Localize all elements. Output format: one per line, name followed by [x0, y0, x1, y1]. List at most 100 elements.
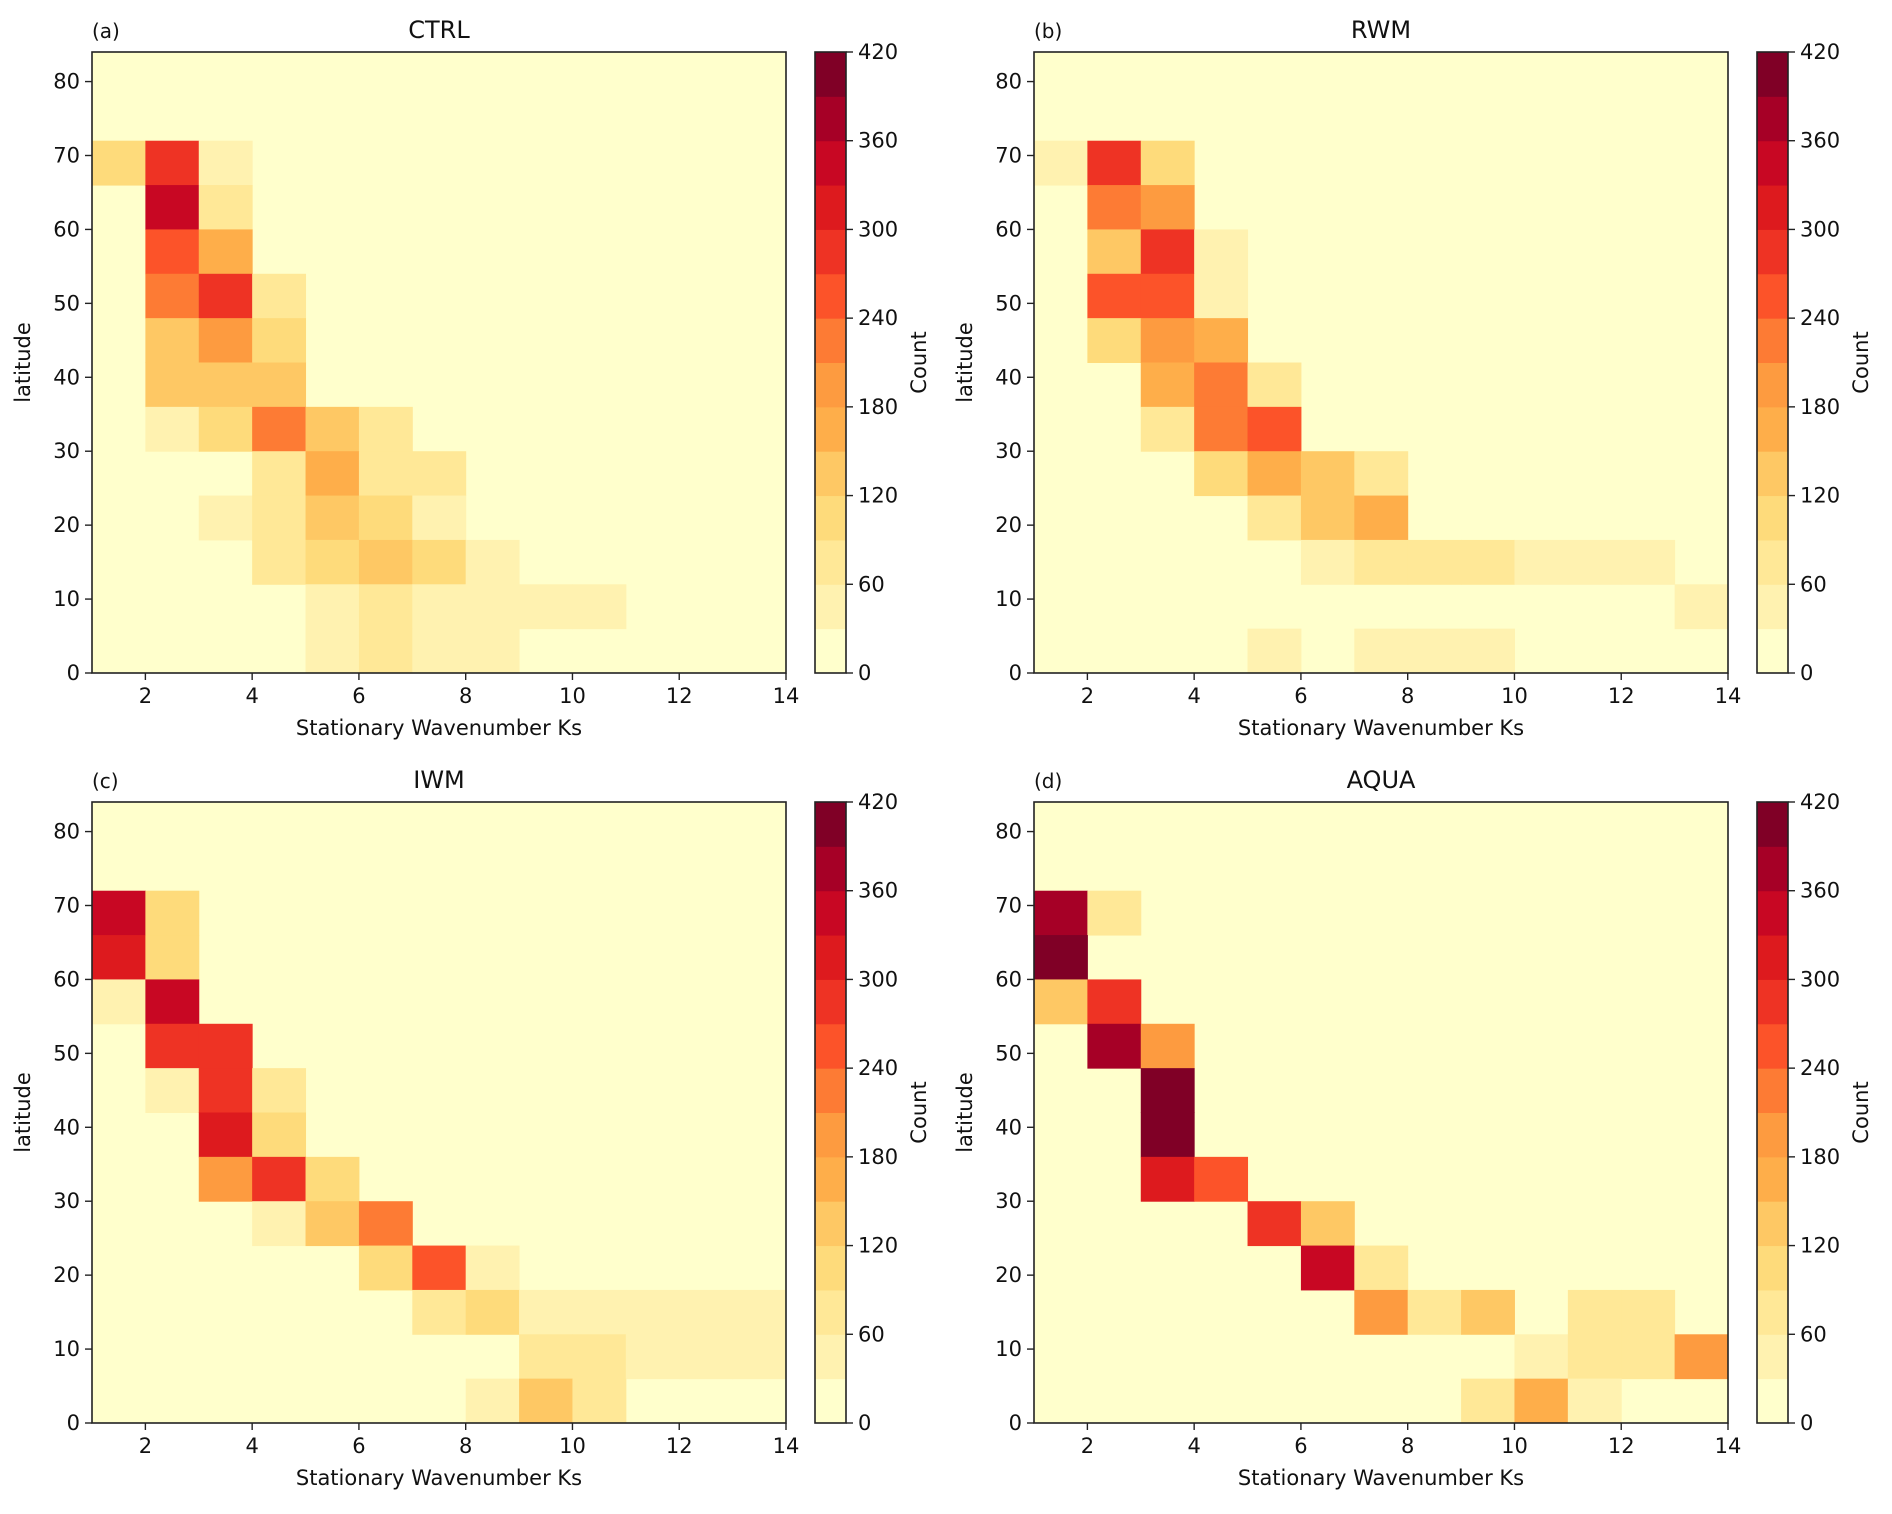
colorbar-tick-label: 300 — [858, 217, 898, 241]
heatmap-cell — [252, 318, 307, 363]
colorbar-segment — [1757, 979, 1788, 1025]
colorbar-segment — [1757, 362, 1788, 408]
heatmap-cell — [1300, 451, 1355, 497]
heatmap-cell — [625, 1289, 680, 1335]
x-tick-label: 10 — [559, 684, 586, 708]
colorbar-tick-label: 180 — [1800, 395, 1840, 419]
colorbar-label: Count — [1849, 1081, 1873, 1143]
y-axis-label: latitude — [11, 1072, 35, 1153]
y-tick-label: 40 — [995, 365, 1022, 389]
heatmap-cell — [1461, 1378, 1515, 1424]
heatmap-cell — [198, 1068, 253, 1113]
colorbar-tick-label: 360 — [1800, 129, 1840, 153]
axes-frame — [91, 51, 787, 674]
heatmap-cell — [1514, 539, 1569, 585]
heatmap-cell — [1354, 539, 1409, 585]
y-tick-label: 60 — [995, 217, 1022, 241]
heatmap-cell — [145, 273, 200, 319]
heatmap-cell — [198, 406, 253, 452]
heatmap-cell — [1300, 495, 1355, 541]
y-tick-label: 50 — [53, 1041, 80, 1065]
panel-iwm: 2 4 6 8 10 12 14 0 10 20 30 40 50 60 70 80 Stationary Wa… — [11, 766, 931, 1490]
colorbar-segment — [815, 846, 846, 892]
colorbar-segment — [1757, 1201, 1788, 1247]
y-tick-label: 80 — [995, 70, 1022, 94]
colorbar-frame — [814, 51, 847, 674]
heatmap-cell — [412, 1245, 467, 1291]
y-tick-label: 40 — [53, 1115, 80, 1139]
colorbar-tick-label: 180 — [858, 1145, 898, 1169]
heatmap-cell — [1674, 584, 1729, 630]
x-tick-label: 2 — [139, 1434, 152, 1458]
y-tick-label: 0 — [1009, 1411, 1022, 1435]
x-tick-label: 2 — [1081, 1434, 1094, 1458]
heatmap-cell — [198, 273, 253, 319]
panel-letter: (d) — [1034, 769, 1062, 793]
heatmap-cell — [198, 318, 253, 363]
heatmap-cell — [1674, 1334, 1729, 1380]
heatmap-cell — [679, 1289, 734, 1335]
heatmap-cell — [1194, 1156, 1249, 1202]
heatmap-cell — [412, 539, 467, 585]
colorbar-segment — [1757, 802, 1788, 847]
heatmap-cell — [1034, 140, 1088, 186]
colorbar-segment — [1757, 318, 1788, 363]
colorbar-tick-label: 240 — [1800, 306, 1840, 330]
y-tick-label: 70 — [995, 144, 1022, 168]
heatmap-cell — [252, 1156, 307, 1202]
x-tick-label: 10 — [1501, 684, 1528, 708]
colorbar-tick-label: 420 — [1800, 790, 1840, 814]
heatmap-cell — [358, 539, 413, 585]
heatmap-cell — [252, 406, 307, 452]
heatmap-cell — [358, 584, 413, 630]
heatmap-cell — [305, 451, 360, 497]
heatmap-cell — [92, 979, 146, 1025]
x-tick-label: 14 — [773, 1434, 800, 1458]
heatmap-cell — [1247, 1201, 1302, 1247]
heatmap-cell — [412, 451, 467, 497]
colorbar-segment — [815, 451, 846, 497]
heatmap-cell — [198, 1156, 253, 1202]
heatmap-cell — [1194, 362, 1249, 408]
axes-frame — [91, 801, 787, 1424]
x-tick-label: 10 — [559, 1434, 586, 1458]
colorbar-segment — [815, 362, 846, 408]
heatmap-cell — [1567, 1289, 1622, 1335]
panel-letter: (b) — [1034, 19, 1062, 43]
heatmap-cell — [1567, 1334, 1622, 1380]
heatmap-cell — [1461, 628, 1515, 674]
colorbar: 0 60 120 180 240 300 360 420 Count — [1756, 40, 1873, 685]
heatmap-cell — [1194, 273, 1249, 319]
heatmap-cell — [572, 1289, 627, 1335]
heatmap-cell — [1300, 1245, 1355, 1291]
x-axis-label: Stationary Wavenumber Ks — [296, 716, 582, 740]
colorbar-segment — [815, 229, 846, 275]
colorbar-segment — [815, 185, 846, 230]
colorbar-tick-label: 0 — [858, 1411, 871, 1435]
heatmap-cell — [732, 1289, 787, 1335]
heatmap-cell — [1194, 451, 1249, 497]
heatmap-cell — [1407, 628, 1462, 674]
colorbar-segment — [1757, 495, 1788, 541]
heatmap-cell — [1034, 890, 1088, 936]
heatmap-cell — [519, 584, 573, 630]
heatmap-cell — [1140, 1156, 1195, 1202]
colorbar-segment — [1757, 584, 1788, 630]
heatmap-cell — [1194, 229, 1249, 275]
x-tick-label: 14 — [773, 684, 800, 708]
heatmap-cell — [465, 539, 520, 585]
colorbar-tick-label: 420 — [858, 40, 898, 64]
colorbar-segment — [815, 628, 846, 674]
colorbar-segment — [1757, 539, 1788, 585]
x-tick-label: 12 — [666, 1434, 693, 1458]
heatmap-cell — [1407, 1289, 1462, 1335]
colorbar-tick-label: 60 — [1800, 572, 1827, 596]
heatmap-cell — [625, 1334, 680, 1380]
heatmap-cell — [305, 584, 360, 630]
y-tick-label: 0 — [67, 661, 80, 685]
heatmap-cell — [572, 584, 627, 630]
colorbar-segment — [815, 584, 846, 630]
y-tick-label: 80 — [995, 820, 1022, 844]
colorbar-segment — [1757, 890, 1788, 936]
